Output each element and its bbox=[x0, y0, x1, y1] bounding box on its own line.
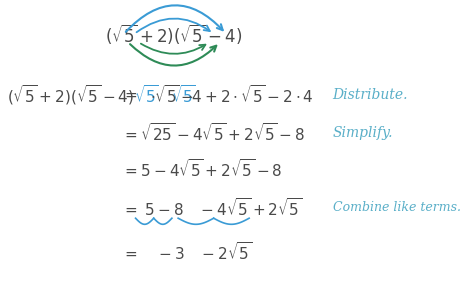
Text: $\sqrt{5}$: $\sqrt{5}$ bbox=[171, 84, 196, 106]
Text: $\cdot\sqrt{5}-$: $\cdot\sqrt{5}-$ bbox=[150, 84, 194, 106]
Text: Simplify.: Simplify. bbox=[333, 126, 393, 140]
Text: $=\;5-8\quad-4\sqrt{5}+2\sqrt{5}$: $=\;5-8\quad-4\sqrt{5}+2\sqrt{5}$ bbox=[122, 197, 302, 219]
Text: $(\sqrt{5}+2)(\sqrt{5}-4)$: $(\sqrt{5}+2)(\sqrt{5}-4)$ bbox=[7, 83, 134, 107]
Text: $=5-4\sqrt{5}+2\sqrt{5}-8$: $=5-4\sqrt{5}+2\sqrt{5}-8$ bbox=[122, 158, 282, 180]
Text: $\sqrt{5}$: $\sqrt{5}$ bbox=[134, 84, 159, 106]
Text: $\cdot4+2\cdot\sqrt{5}-2\cdot4$: $\cdot4+2\cdot\sqrt{5}-2\cdot4$ bbox=[186, 84, 313, 106]
Text: $=\quad-3\quad-2\sqrt{5}$: $=\quad-3\quad-2\sqrt{5}$ bbox=[122, 241, 252, 263]
Text: Distribute.: Distribute. bbox=[333, 88, 408, 102]
Text: $=\sqrt{25}-4\sqrt{5}+2\sqrt{5}-8$: $=\sqrt{25}-4\sqrt{5}+2\sqrt{5}-8$ bbox=[122, 122, 305, 144]
Text: Combine like terms.: Combine like terms. bbox=[333, 201, 461, 214]
Text: $=$: $=$ bbox=[122, 88, 138, 102]
Text: $(\sqrt{5}+2)(\sqrt{5}-4)$: $(\sqrt{5}+2)(\sqrt{5}-4)$ bbox=[105, 22, 243, 46]
